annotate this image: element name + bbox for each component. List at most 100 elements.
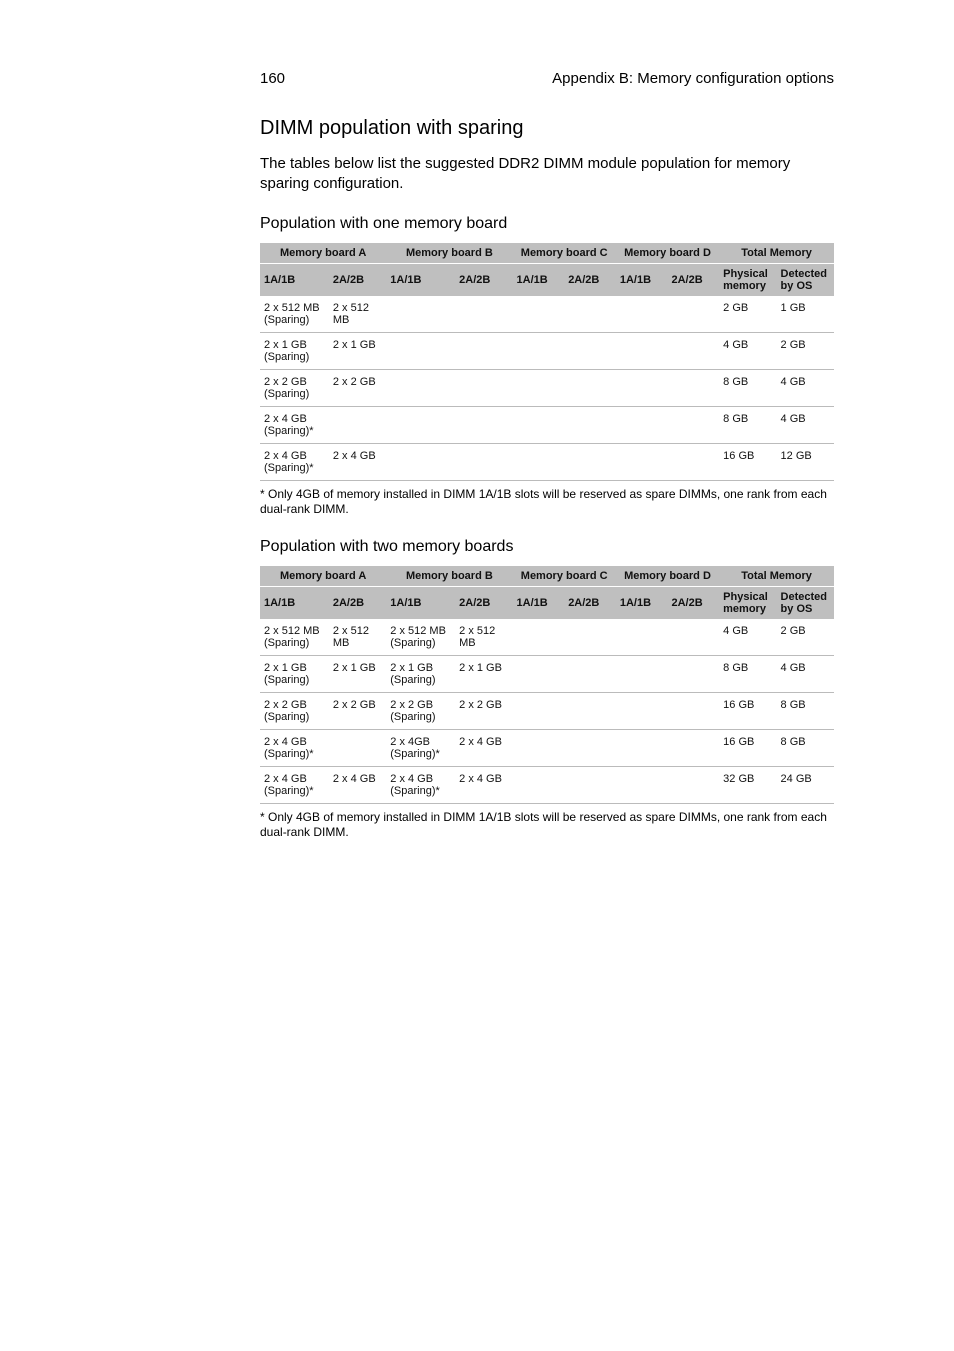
col-header-6: 2A/2B	[564, 263, 616, 296]
table-cell: 4 GB	[777, 655, 834, 692]
col-header-4: 2A/2B	[455, 586, 512, 619]
col-header-10: Detected by OS	[777, 586, 834, 619]
table-cell	[668, 692, 720, 729]
table-cell	[668, 296, 720, 333]
table-cell: 2 x 1 GB (Sparing)	[386, 655, 455, 692]
table-cell	[616, 766, 668, 803]
col-header-4: 2A/2B	[455, 263, 512, 296]
table-cell: 2 x 1 GB	[455, 655, 512, 692]
table-cell	[513, 619, 565, 656]
table-cell	[564, 655, 616, 692]
page-header: 160 Appendix B: Memory configuration opt…	[260, 70, 834, 87]
table-row: 2 x 4 GB (Sparing)*8 GB4 GB	[260, 406, 834, 443]
table-cell: 2 x 4GB (Sparing)*	[386, 729, 455, 766]
table-cell: 2 x 1 GB	[329, 655, 386, 692]
appendix-title: Appendix B: Memory configuration options	[320, 70, 834, 87]
col-group-board-b: Memory board B	[386, 243, 512, 264]
table-cell: 2 x 2 GB (Sparing)	[260, 692, 329, 729]
table-cell	[513, 766, 565, 803]
page-number: 160	[260, 70, 320, 87]
table1-caption: Population with one memory board	[260, 215, 834, 233]
table-cell	[564, 692, 616, 729]
table-cell	[668, 655, 720, 692]
table-row: 2 x 4 GB (Sparing)* 2 x 4GB (Sparing)*2 x…	[260, 729, 834, 766]
col-group-board-a: Memory board A	[260, 243, 386, 264]
table-cell	[513, 655, 565, 692]
table-cell: 2 x 4 GB (Sparing)*	[260, 729, 329, 766]
table-cell	[513, 296, 565, 333]
table-cell: 2 x 2 GB (Sparing)	[386, 692, 455, 729]
col-header-8: 2A/2B	[668, 263, 720, 296]
table-cell: 2 x 512 MB (Sparing)	[386, 619, 455, 656]
col-group-board-c: Memory board C	[513, 243, 616, 264]
table1-footnote: * Only 4GB of memory installed in DIMM 1…	[260, 487, 834, 518]
table-cell: 2 x 512 MB (Sparing)	[260, 619, 329, 656]
col-header-3: 1A/1B	[386, 263, 455, 296]
table-cell	[616, 692, 668, 729]
table-cell	[455, 406, 512, 443]
table-row: 2 x 2 GB (Sparing)2 x 2 GB8 GB4 GB	[260, 369, 834, 406]
table-cell	[513, 692, 565, 729]
table-cell	[668, 619, 720, 656]
table-row: 2 x 512 MB (Sparing)2 x 512 MB2 GB1 GB	[260, 296, 834, 333]
col-header-7: 1A/1B	[616, 263, 668, 296]
col-group-board-d: Memory board D	[616, 243, 719, 264]
table-cell	[513, 406, 565, 443]
table-cell	[668, 729, 720, 766]
table-cell: 2 GB	[777, 619, 834, 656]
table-cell	[616, 369, 668, 406]
table-cell	[513, 443, 565, 480]
document-page: 160 Appendix B: Memory configuration opt…	[0, 0, 954, 1351]
table-row: 2 x 512 MB (Sparing)2 x 512 MB2 x 512 MB…	[260, 619, 834, 656]
col-header-2: 2A/2B	[329, 263, 386, 296]
table-cell	[616, 332, 668, 369]
table-cell	[668, 369, 720, 406]
table-cell: 2 x 512 MB	[329, 619, 386, 656]
table-cell: 4 GB	[777, 369, 834, 406]
table-cell	[386, 443, 455, 480]
table-cell	[455, 369, 512, 406]
col-header-2: 2A/2B	[329, 586, 386, 619]
table-cell	[668, 443, 720, 480]
table-cell	[564, 619, 616, 656]
table-cell: 8 GB	[719, 406, 776, 443]
table-cell: 2 x 4 GB (Sparing)*	[260, 443, 329, 480]
table-cell	[455, 332, 512, 369]
table-cell	[564, 766, 616, 803]
table-cell: 2 x 1 GB	[329, 332, 386, 369]
table-cell: 2 x 2 GB	[329, 692, 386, 729]
table-cell: 2 x 1 GB (Sparing)	[260, 655, 329, 692]
table-cell	[668, 406, 720, 443]
table-cell	[513, 369, 565, 406]
table-cell: 2 x 4 GB	[329, 766, 386, 803]
table-cell: 16 GB	[719, 729, 776, 766]
table-cell: 4 GB	[719, 619, 776, 656]
col-header-1: 1A/1B	[260, 586, 329, 619]
memory-table-2: Memory board A Memory board B Memory boa…	[260, 566, 834, 804]
table-row: 2 x 4 GB (Sparing)*2 x 4 GB16 GB12 GB	[260, 443, 834, 480]
table-cell: 4 GB	[719, 332, 776, 369]
table-cell: 24 GB	[777, 766, 834, 803]
table-cell: 8 GB	[777, 729, 834, 766]
table-cell	[668, 332, 720, 369]
table-cell	[616, 619, 668, 656]
col-header-7: 1A/1B	[616, 586, 668, 619]
table-cell: 2 x 4 GB (Sparing)*	[386, 766, 455, 803]
table-row: 2 x 1 GB (Sparing)2 x 1 GB2 x 1 GB (Spar…	[260, 655, 834, 692]
table2-caption: Population with two memory boards	[260, 538, 834, 556]
table-cell	[455, 443, 512, 480]
table-cell: 2 x 4 GB	[455, 729, 512, 766]
table-cell: 8 GB	[777, 692, 834, 729]
table-cell: 4 GB	[777, 406, 834, 443]
table-cell: 2 x 2 GB	[329, 369, 386, 406]
table-row: 2 x 2 GB (Sparing)2 x 2 GB2 x 2 GB (Spar…	[260, 692, 834, 729]
col-header-6: 2A/2B	[564, 586, 616, 619]
table-cell	[616, 406, 668, 443]
memory-table-1: Memory board A Memory board B Memory boa…	[260, 243, 834, 481]
table-cell: 2 x 2 GB (Sparing)	[260, 369, 329, 406]
table-cell	[386, 369, 455, 406]
col-header-5: 1A/1B	[513, 586, 565, 619]
table-cell: 2 x 512 MB (Sparing)	[260, 296, 329, 333]
table-cell	[329, 406, 386, 443]
table-cell: 12 GB	[777, 443, 834, 480]
